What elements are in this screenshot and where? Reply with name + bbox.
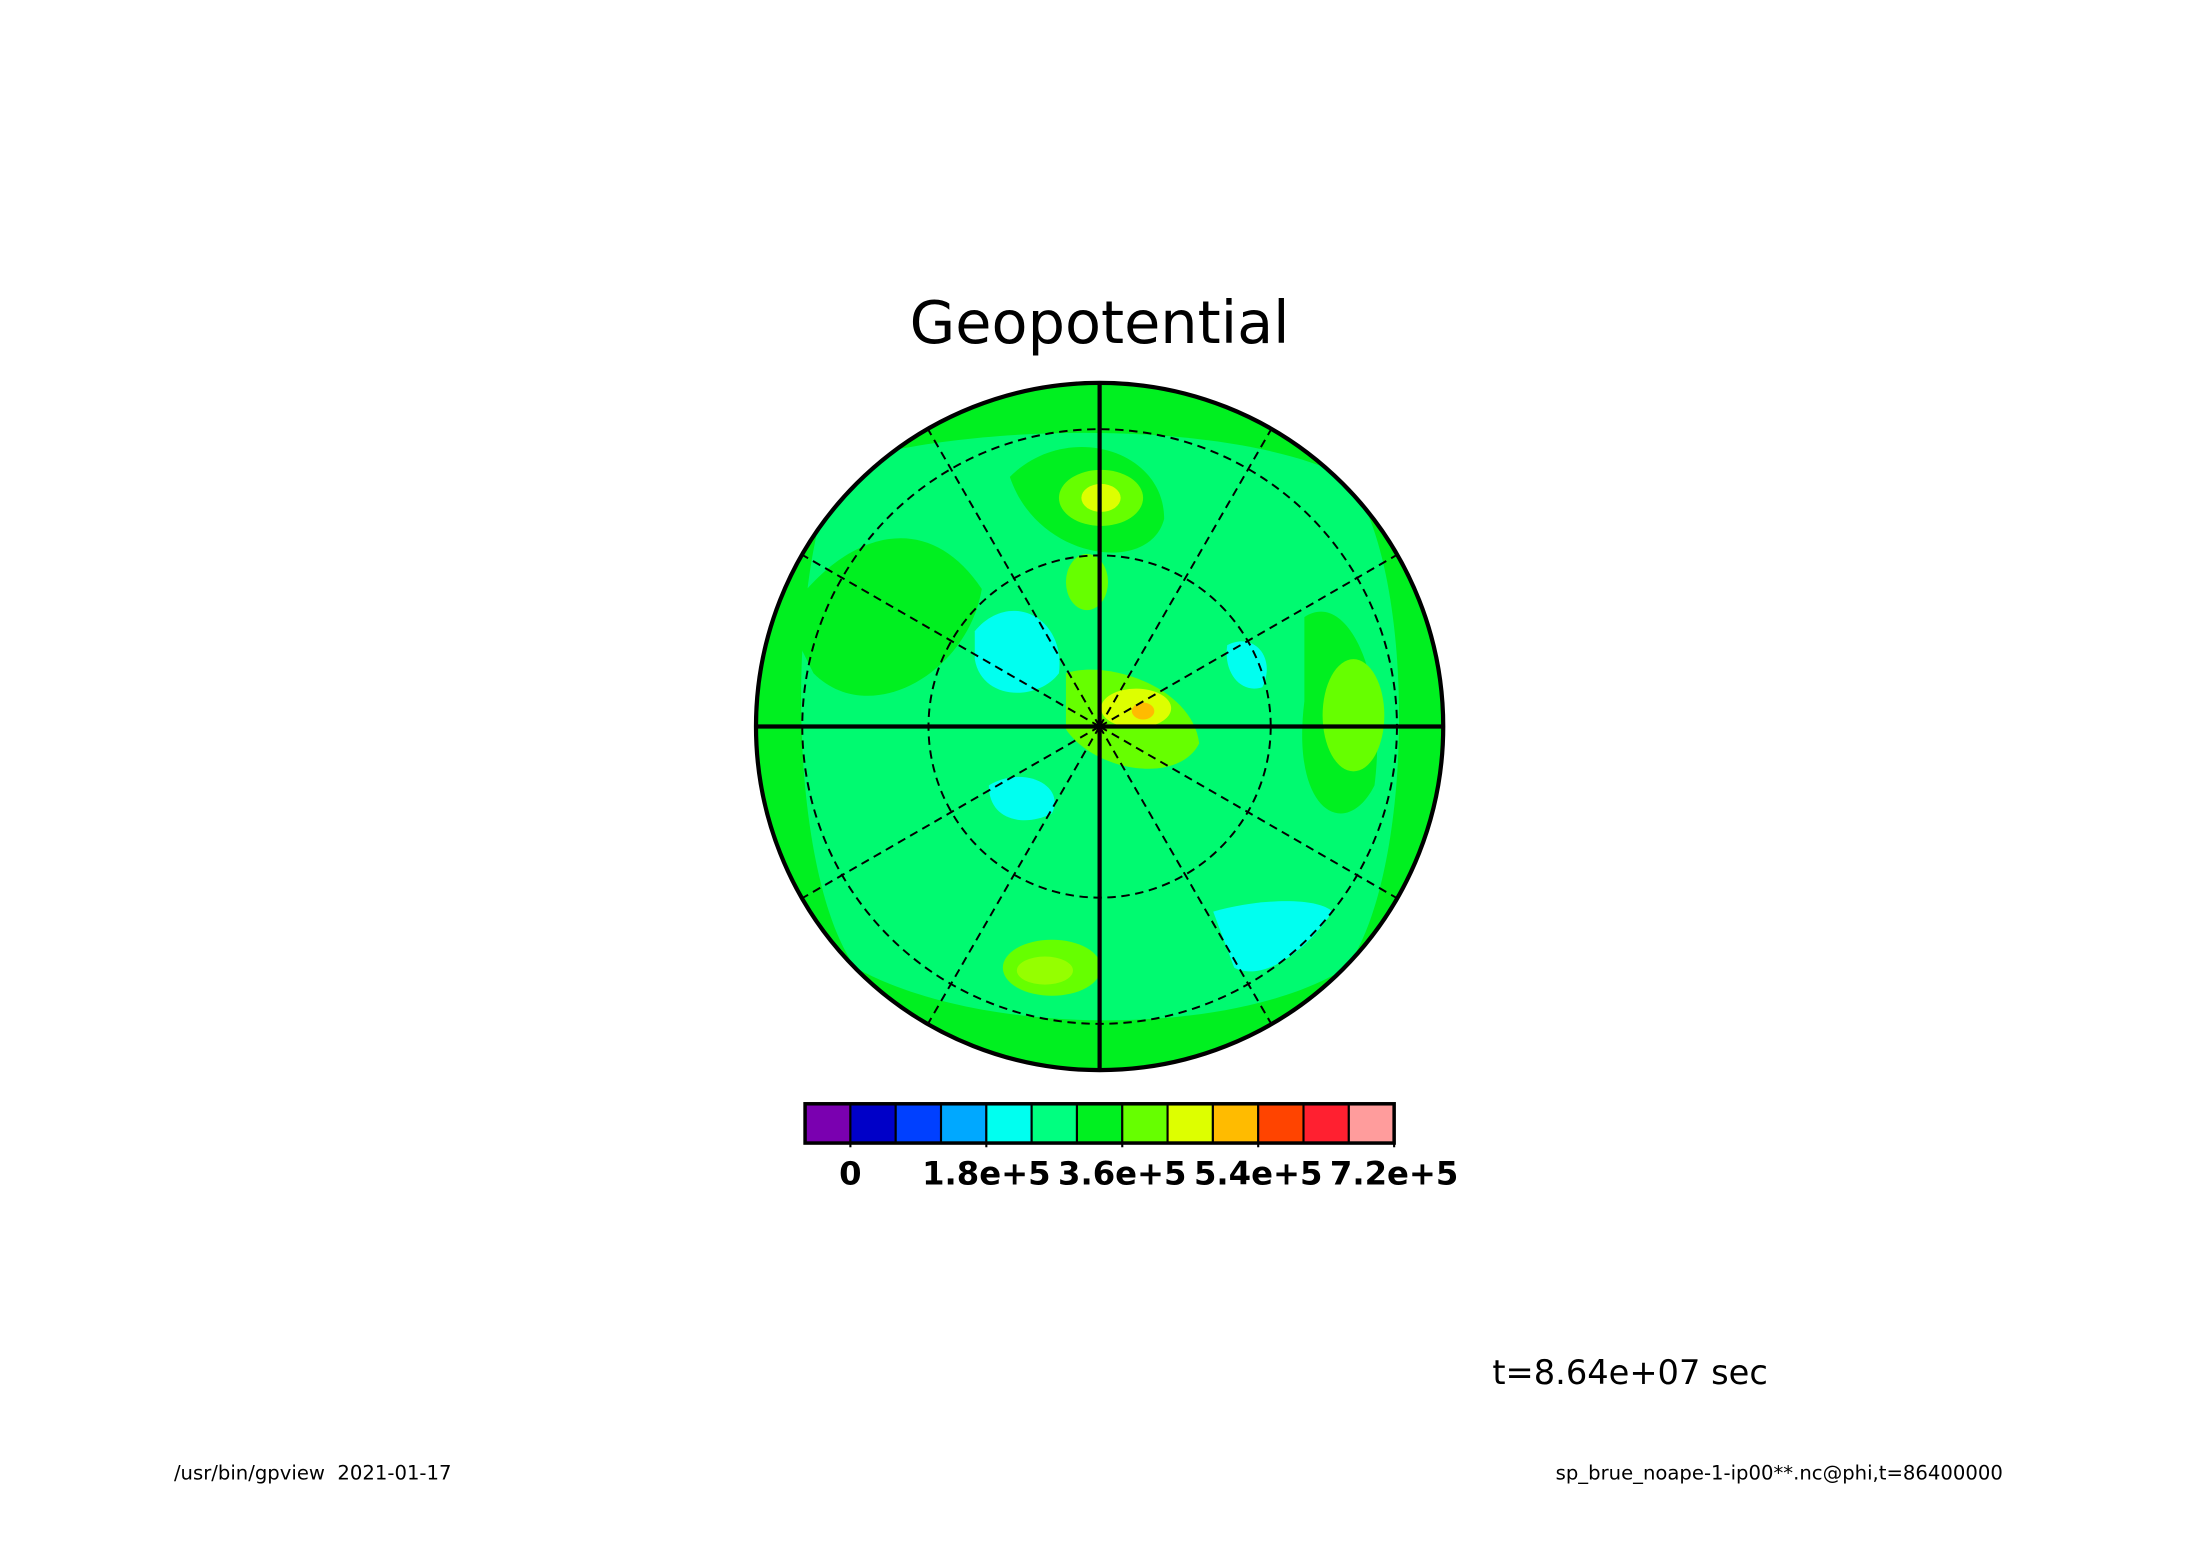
map-frame xyxy=(753,380,1446,1073)
colorbar-box xyxy=(1257,1102,1305,1145)
colorbar-box xyxy=(1030,1102,1079,1145)
colorbar-box xyxy=(1121,1102,1169,1145)
colorbar-box xyxy=(1302,1102,1350,1145)
colorbar-box xyxy=(894,1102,943,1145)
tick-label: 0 xyxy=(839,1154,861,1192)
footer-left: /usr/bin/gpview 2021-01-17 xyxy=(174,1462,452,1485)
chart-title: Geopotential xyxy=(910,288,1290,357)
footer-right: sp_brue_noape-1-ip00**.nc@phi,t=86400000 xyxy=(1556,1462,2003,1485)
colorbar-box xyxy=(1211,1102,1260,1145)
tick-label: 3.6e+5 xyxy=(1058,1154,1186,1192)
colorbar-box xyxy=(1166,1102,1214,1145)
colorbar-box xyxy=(804,1102,852,1145)
tick-label: 5.4e+5 xyxy=(1194,1154,1322,1192)
tick-label: 7.2e+5 xyxy=(1330,1154,1458,1192)
annotation: t=8.64e+07 sec xyxy=(1492,1353,1768,1392)
colorbar-box xyxy=(1347,1102,1396,1145)
colorbar: 0 1.8e+5 3.6e+5 5.4e+5 7.2e+5 xyxy=(803,1102,1458,1192)
colorbar-box xyxy=(849,1102,897,1145)
colorbar-box xyxy=(1075,1102,1124,1145)
tick-label: 1.8e+5 xyxy=(922,1154,1050,1192)
colorbar-box xyxy=(939,1102,988,1145)
colorbar-box xyxy=(985,1102,1033,1145)
colorbar-frame xyxy=(803,1102,1396,1145)
